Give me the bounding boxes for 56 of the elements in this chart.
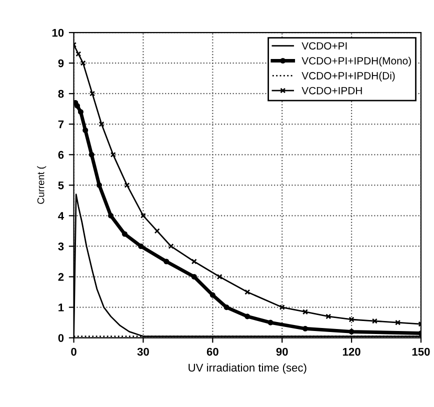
point [164,258,170,264]
point [216,274,222,280]
point [82,127,88,134]
x-tick-label: 60 [206,348,218,356]
y-tick-label: 9 [58,59,64,68]
point [244,289,250,295]
y-tick-label: 7 [58,120,64,128]
y-tick-label: 8 [58,90,64,98]
point [224,304,230,310]
point [108,212,114,218]
y-tick-label: 2 [58,273,64,281]
point [279,304,285,310]
y-tick-label: 5 [58,182,64,190]
x-tick-label: 120 [342,348,360,356]
x-tick-label: 30 [137,348,149,356]
point [74,103,80,109]
point [372,318,378,324]
point [110,152,116,158]
point [154,228,160,234]
legend-label: VCDO+PI+IPDH(Di) [302,72,395,82]
point [78,109,84,115]
point [210,292,216,298]
point [191,274,197,280]
y-axis-title: Current ( [37,166,46,204]
point [244,314,250,320]
legend-label: VCDO+IPDH [302,86,362,94]
point [302,309,308,315]
point [122,231,128,237]
point [138,243,144,250]
point [80,60,86,66]
point [326,314,332,320]
y-tick-label: 6 [58,150,64,159]
y-tick-label: 10 [52,28,64,37]
legend-label: VCDO+PI [302,42,347,50]
point [90,90,96,96]
point [348,316,354,322]
point [88,152,94,158]
y-tick-label: 4 [58,212,64,220]
point [348,328,354,334]
point [268,320,274,326]
x-tick-label: 150 [412,348,430,356]
point [98,121,104,127]
point [168,243,174,250]
point [395,320,401,326]
y-tick-label: 0 [58,334,64,342]
point [191,258,197,264]
point [96,182,102,188]
legend-label: VCDO+PI+IPDH(Mono) [302,56,411,67]
y-tick-label: 1 [58,304,64,312]
y-tick-label: 3 [58,242,64,250]
point [140,212,146,218]
point [76,51,82,57]
x-tick-label: 0 [71,348,76,356]
x-axis-title: UV irradiation time (sec) [188,363,306,374]
point [124,182,130,188]
x-tick-label: 90 [276,348,288,356]
